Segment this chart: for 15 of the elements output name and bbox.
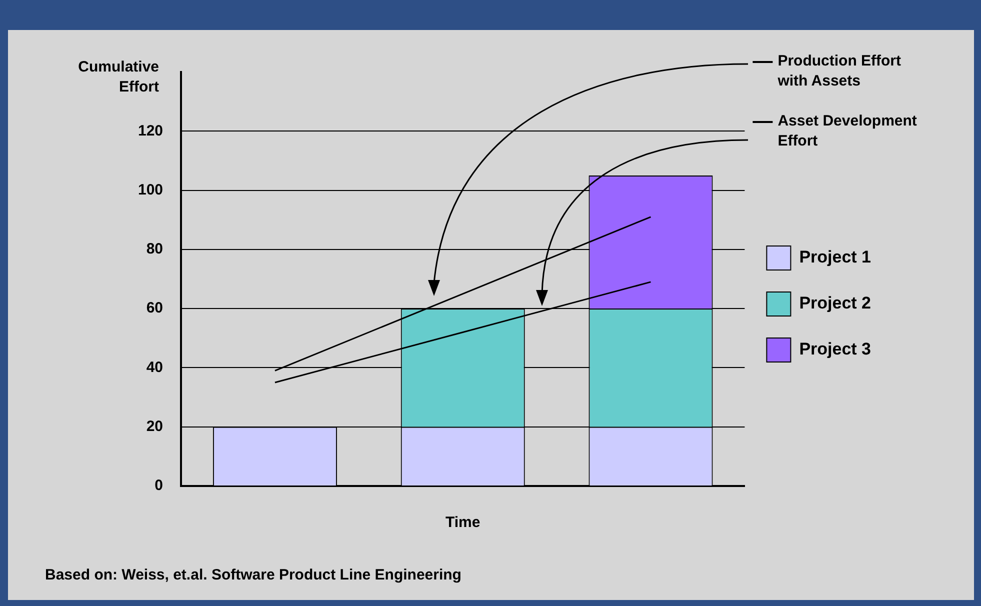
y-axis-title: Cumulative Effort <box>78 58 160 96</box>
y-tick-label: 80 <box>146 240 164 258</box>
y-tick-label: 20 <box>146 418 164 435</box>
y-tick-label: 100 <box>138 181 164 198</box>
legend-label: Production Effort with Assets <box>776 52 902 90</box>
y-tick-label: 120 <box>138 122 164 140</box>
text: Based on: Weiss, et.al. Software Product Line Engineering <box>45 566 462 584</box>
y-tick-label: 40 <box>146 358 164 376</box>
legend-label: Project 3 <box>799 340 871 359</box>
y-tick-label: 60 <box>146 300 164 317</box>
x-axis-title: Time <box>445 514 480 532</box>
y-tick-label: 0 <box>154 477 164 494</box>
legend-label: Project 1 <box>799 248 871 267</box>
legend-label: Asset Development Effort <box>778 112 917 150</box>
legend-label: Project 2 <box>799 294 871 313</box>
